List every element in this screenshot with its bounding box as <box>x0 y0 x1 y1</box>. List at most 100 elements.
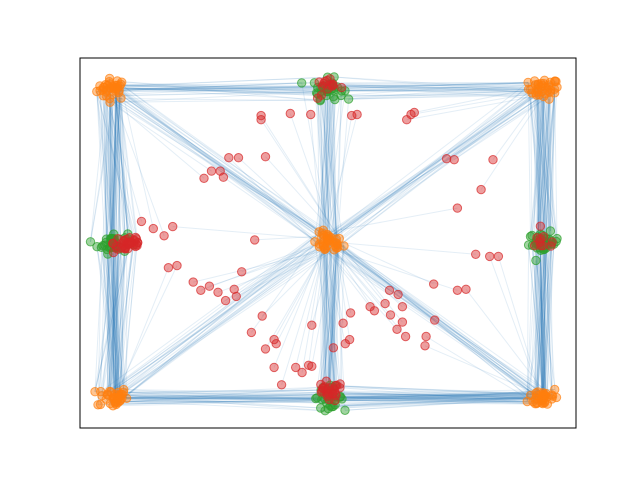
data-point <box>100 80 111 90</box>
edge-line <box>539 247 546 397</box>
edge-line <box>527 82 543 236</box>
edge-line <box>526 244 530 402</box>
edge-line <box>101 235 328 397</box>
edge-line <box>334 241 544 394</box>
edge-line <box>327 238 337 409</box>
edge-line <box>109 87 121 240</box>
edge-line <box>340 395 542 400</box>
edge-line <box>97 393 547 406</box>
edge-line <box>535 244 553 394</box>
edge-line <box>94 246 118 392</box>
edge-line <box>327 240 344 324</box>
data-point <box>384 285 395 295</box>
edge-line <box>329 79 545 241</box>
edge-line <box>96 246 119 393</box>
edge-line <box>329 390 545 403</box>
edge-line <box>328 391 538 401</box>
data-point <box>538 91 549 102</box>
edge-line <box>119 251 126 401</box>
data-point <box>112 76 123 86</box>
edge-line <box>101 247 117 402</box>
edge-line <box>94 243 131 392</box>
edge-line <box>326 239 545 396</box>
edge-line <box>551 89 556 243</box>
edge-line <box>115 84 328 93</box>
edge-line <box>107 246 324 395</box>
edge-line <box>328 235 338 386</box>
edge-line <box>119 82 315 87</box>
edge-line <box>319 93 546 245</box>
data-point <box>340 405 350 415</box>
edge-line <box>335 396 557 401</box>
edge-line <box>126 395 328 399</box>
edge-line <box>446 92 533 160</box>
edge-line <box>539 245 544 393</box>
edge-line <box>528 244 544 397</box>
data-point <box>485 251 495 262</box>
edge-line <box>114 84 324 246</box>
data-point <box>331 234 341 244</box>
edge-line <box>318 231 341 388</box>
edge-line <box>107 85 328 241</box>
edge-line <box>117 244 338 396</box>
data-point <box>224 153 234 163</box>
edge-line <box>329 396 545 403</box>
edge-line <box>332 82 542 87</box>
edge-line <box>319 246 543 401</box>
edge-line <box>332 386 543 404</box>
edge-line <box>109 247 119 403</box>
data-point <box>525 390 536 400</box>
edge-line <box>535 89 539 241</box>
edge-line <box>537 89 540 243</box>
edge-line <box>535 84 550 240</box>
edge-line <box>537 89 540 243</box>
data-point <box>204 281 215 291</box>
edge-line <box>123 389 327 393</box>
edge-line <box>322 207 458 234</box>
edge-line <box>114 247 119 393</box>
edge-line <box>100 85 325 92</box>
edge-line <box>336 99 350 245</box>
edge-line <box>539 99 550 239</box>
edge-line <box>317 87 320 232</box>
data-point <box>246 327 257 338</box>
data-point <box>112 82 122 93</box>
edge-line <box>325 245 345 382</box>
edge-line <box>341 88 555 92</box>
edge-line <box>106 92 120 240</box>
edge-line <box>318 87 343 247</box>
edge-line <box>344 395 553 411</box>
edge-line <box>316 245 345 398</box>
edge-line <box>310 114 322 239</box>
edge-line <box>329 396 536 400</box>
edge-line <box>106 398 327 404</box>
edge-line <box>108 81 320 245</box>
edge-line <box>480 86 550 190</box>
edge-line <box>94 248 129 392</box>
edge-line <box>318 82 326 248</box>
edge-line <box>101 395 536 400</box>
edge-line <box>542 244 553 393</box>
edge-line <box>323 244 328 394</box>
edge-line <box>334 247 339 391</box>
edge-line <box>113 87 118 240</box>
edge-line <box>535 260 557 398</box>
edge-line <box>106 89 327 93</box>
edge-line <box>103 86 338 244</box>
edge-line <box>489 256 543 401</box>
data-point <box>132 241 142 251</box>
edge-line <box>120 83 328 93</box>
edge-line <box>324 239 328 400</box>
data-point <box>97 391 107 401</box>
edge-line <box>333 400 543 407</box>
edge-line <box>543 96 558 239</box>
edge-line <box>117 238 322 393</box>
edge-line <box>324 248 398 330</box>
data-point <box>269 362 279 373</box>
edge-line <box>322 86 338 231</box>
data-point <box>285 108 295 119</box>
edge-line <box>535 93 546 241</box>
edge-line <box>335 385 545 396</box>
data-point <box>90 387 100 397</box>
edge-line <box>119 85 129 235</box>
